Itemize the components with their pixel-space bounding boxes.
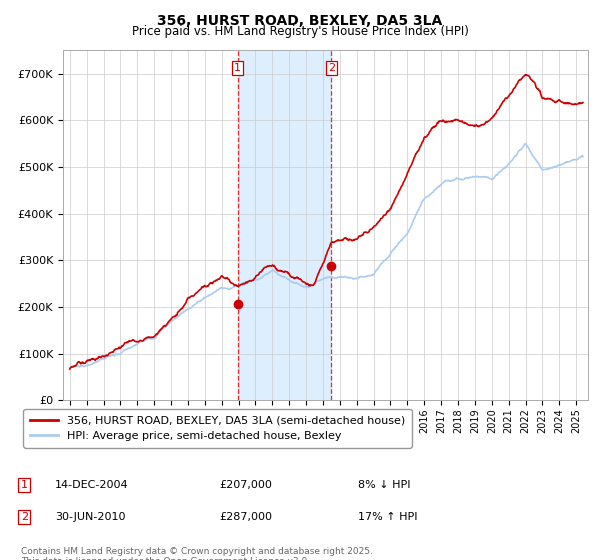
Text: 8% ↓ HPI: 8% ↓ HPI bbox=[358, 480, 410, 490]
Text: 356, HURST ROAD, BEXLEY, DA5 3LA: 356, HURST ROAD, BEXLEY, DA5 3LA bbox=[157, 14, 443, 28]
Legend: 356, HURST ROAD, BEXLEY, DA5 3LA (semi-detached house), HPI: Average price, semi: 356, HURST ROAD, BEXLEY, DA5 3LA (semi-d… bbox=[23, 409, 412, 447]
Bar bbox=[238, 50, 331, 400]
Text: 2: 2 bbox=[328, 63, 335, 73]
Text: 30-JUN-2010: 30-JUN-2010 bbox=[55, 512, 126, 522]
Text: 2: 2 bbox=[20, 512, 28, 522]
Text: £287,000: £287,000 bbox=[220, 512, 272, 522]
Text: £207,000: £207,000 bbox=[220, 480, 272, 490]
Text: 17% ↑ HPI: 17% ↑ HPI bbox=[358, 512, 417, 522]
Text: Contains HM Land Registry data © Crown copyright and database right 2025.
This d: Contains HM Land Registry data © Crown c… bbox=[20, 547, 373, 560]
Text: 14-DEC-2004: 14-DEC-2004 bbox=[55, 480, 129, 490]
Text: 1: 1 bbox=[20, 480, 28, 490]
Text: Price paid vs. HM Land Registry's House Price Index (HPI): Price paid vs. HM Land Registry's House … bbox=[131, 25, 469, 38]
Text: 1: 1 bbox=[234, 63, 241, 73]
